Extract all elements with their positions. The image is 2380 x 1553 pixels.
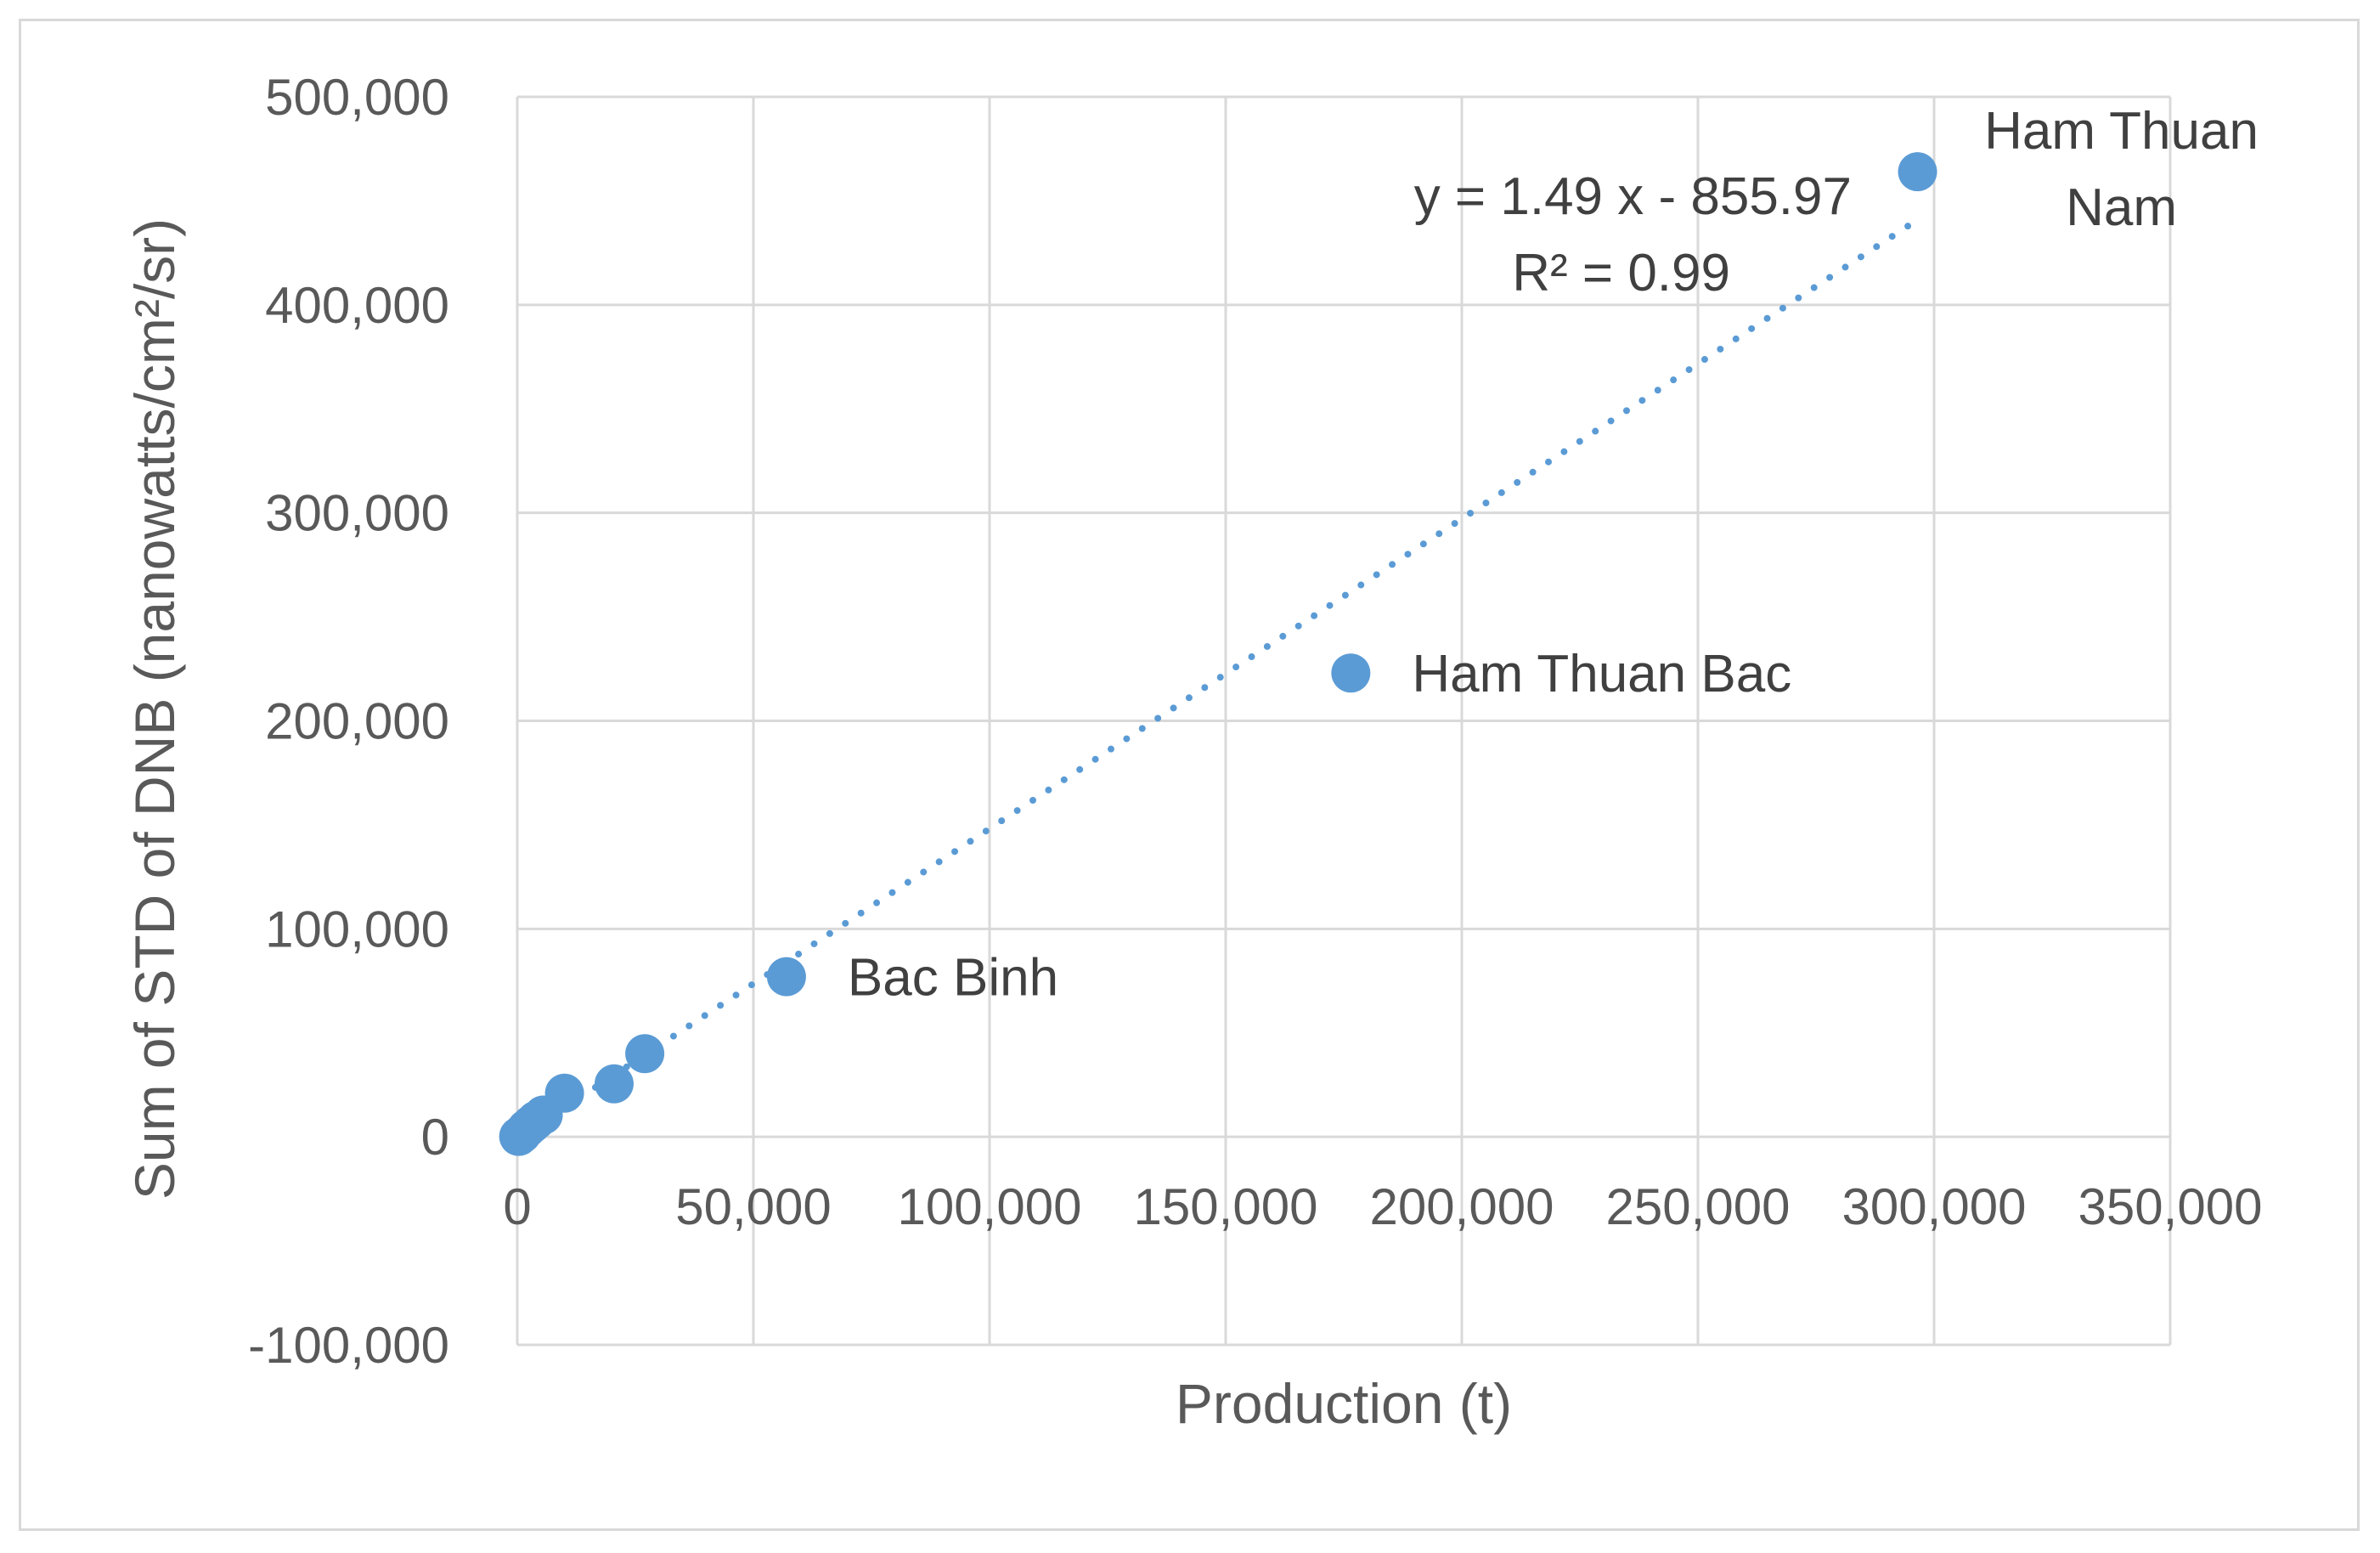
data-point <box>1898 152 1937 192</box>
point-labels: Bac Binh Ham Thuan Bac Ham Thuan Nam <box>848 102 2259 1008</box>
x-axis-title: Production (t) <box>1176 1372 1512 1435</box>
y-tick-label: 500,000 <box>265 69 449 126</box>
x-tick-label: 350,000 <box>2078 1178 2263 1235</box>
x-tick-label: 0 <box>503 1178 531 1235</box>
x-tick-label: 100,000 <box>898 1178 1082 1235</box>
point-label: Bac Binh <box>848 949 1058 1008</box>
y-tick-label: 300,000 <box>265 485 449 542</box>
y-tick-label: 200,000 <box>265 693 449 750</box>
point-label: Ham Thuan Bac <box>1412 645 1791 703</box>
data-point <box>766 957 806 997</box>
x-tick-labels: 0 50,000 100,000 150,000 200,000 250,000 300,0… <box>503 1178 2262 1235</box>
data-point <box>625 1034 665 1074</box>
x-tick-label: 150,000 <box>1134 1178 1318 1235</box>
y-tick-label: -100,000 <box>248 1317 449 1374</box>
point-label-line: Ham Thuan <box>1984 102 2259 161</box>
y-tick-label: 400,000 <box>265 277 449 334</box>
x-tick-label: 50,000 <box>675 1178 832 1235</box>
trendline-equation: y = 1.49 x - 855.97 <box>1414 167 1852 226</box>
y-tick-labels: -100,000 0 100,000 200,000 300,000 400,000 500… <box>248 69 449 1374</box>
trendline-r-squared: R² = 0.99 <box>1512 244 1730 302</box>
point-label-line: Nam <box>2066 178 2177 237</box>
x-tick-label: 250,000 <box>1606 1178 1791 1235</box>
trendline <box>514 216 1921 1143</box>
data-point <box>1331 653 1371 693</box>
y-tick-label: 0 <box>421 1109 449 1166</box>
x-tick-label: 200,000 <box>1370 1178 1554 1235</box>
data-point <box>544 1073 584 1113</box>
x-tick-label: 300,000 <box>1842 1178 2027 1235</box>
data-point <box>594 1064 634 1104</box>
trendline-layer <box>514 216 1921 1143</box>
y-tick-label: 100,000 <box>265 901 449 957</box>
point-layer <box>499 152 1937 1156</box>
grid-layer <box>516 95 2172 1347</box>
y-axis-title: Sum of STD of DNB (nanowatts/cm²/sr) <box>123 218 186 1200</box>
chart-frame <box>19 19 2360 1531</box>
